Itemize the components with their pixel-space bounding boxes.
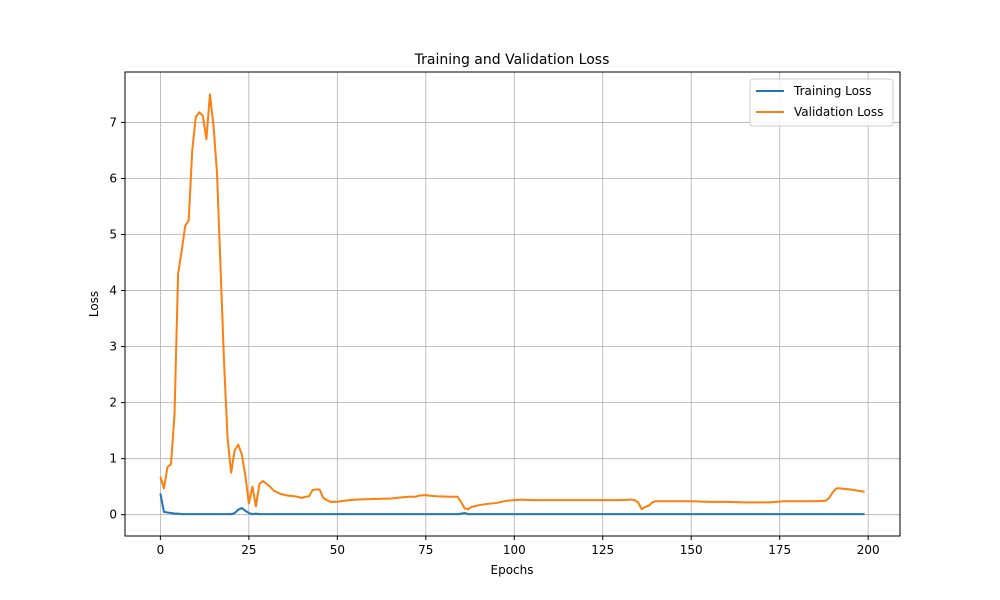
y-tick-label: 0: [109, 508, 117, 522]
x-tick-label: 50: [330, 543, 345, 557]
axis-ticks: 0 25 50 75 100 125 150 175 200 0 1 2 3 4 5 6 7: [109, 115, 879, 557]
chart-title: Training and Validation Loss: [414, 52, 610, 68]
y-tick-label: 7: [109, 115, 117, 129]
x-tick-label: 0: [157, 543, 165, 557]
y-tick-label: 3: [109, 340, 117, 354]
legend-label-training: Training Loss: [793, 84, 871, 98]
y-tick-label: 1: [109, 452, 117, 466]
y-tick-label: 6: [109, 171, 117, 185]
x-tick-label: 200: [857, 543, 880, 557]
legend-box: [749, 78, 894, 127]
series-line-validation-loss: [159, 93, 865, 511]
x-tick-label: 75: [418, 543, 433, 557]
x-tick-label: 25: [241, 543, 256, 557]
legend-label-validation: Validation Loss: [794, 105, 883, 119]
y-tick-label: 5: [109, 228, 117, 242]
legend: Training Loss Validation Loss: [749, 78, 894, 127]
y-tick-label: 2: [109, 396, 117, 410]
x-tick-label: 175: [768, 543, 791, 557]
y-tick-label: 4: [109, 284, 117, 298]
x-tick-label: 150: [680, 543, 703, 557]
x-axis-label: Epochs: [491, 563, 534, 577]
series-lines: [159, 93, 865, 516]
plot-frame: [124, 71, 901, 537]
x-tick-label: 125: [591, 543, 614, 557]
series-line-training-loss: [159, 493, 865, 516]
y-axis-label: Loss: [87, 291, 101, 317]
x-tick-label: 100: [503, 543, 526, 557]
